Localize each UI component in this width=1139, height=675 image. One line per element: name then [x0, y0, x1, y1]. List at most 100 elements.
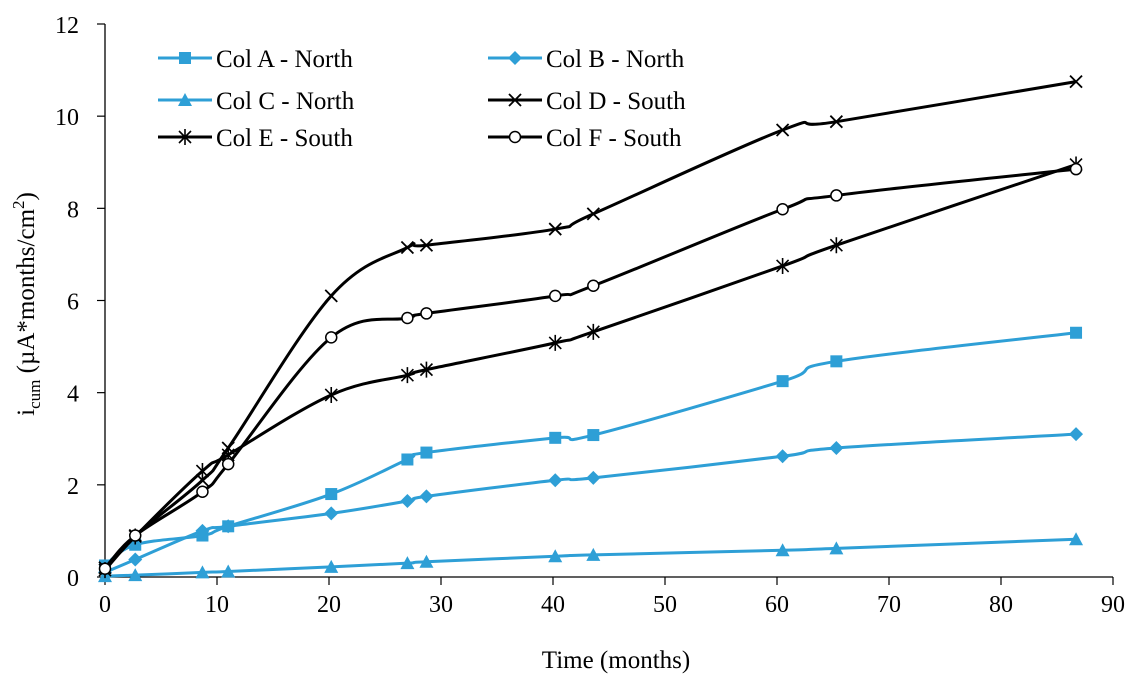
- y-axis-title-sub: cum: [25, 380, 44, 409]
- legend-item: Col A - North: [158, 46, 353, 73]
- legend-label: Col E - South: [216, 125, 353, 152]
- data-point: [324, 386, 338, 403]
- series-line: [104, 537, 1077, 578]
- legend-swatch-marker: [179, 52, 191, 64]
- data-point: [420, 446, 433, 459]
- data-point: [324, 559, 339, 573]
- legend-label: Col D - South: [546, 88, 686, 115]
- data-point: [1069, 162, 1083, 176]
- data-point: [829, 115, 843, 129]
- legend-item: Col E - South: [158, 125, 353, 152]
- data-point: [221, 457, 235, 471]
- x-tick-label: 40: [541, 592, 565, 618]
- data-point: [400, 240, 415, 255]
- data-point: [128, 552, 143, 567]
- data-point: [548, 222, 562, 236]
- legend-label: Col B - North: [546, 46, 685, 73]
- data-point: [548, 549, 563, 563]
- legend-swatch-marker: [508, 93, 522, 107]
- data-point: [196, 485, 209, 498]
- data-point: [829, 541, 844, 555]
- data-point: [830, 189, 843, 202]
- data-point: [98, 562, 112, 575]
- data-point: [324, 331, 338, 344]
- data-point: [400, 493, 415, 508]
- data-point: [587, 279, 600, 293]
- y-axis-title: icum (µA*months/cm2): [9, 192, 44, 416]
- y-axis-title-main: i: [13, 409, 40, 416]
- data-point: [400, 367, 414, 384]
- data-point: [221, 564, 236, 578]
- data-point: [1069, 427, 1084, 442]
- data-point: [1069, 74, 1083, 89]
- series-5: [98, 156, 1083, 579]
- y-ticks: 0 2 4 6 8 10 12: [55, 13, 105, 592]
- series-6: [98, 162, 1083, 575]
- series-line: [104, 432, 1077, 574]
- x-tick-label: 80: [989, 592, 1013, 618]
- y-tick-label: 6: [67, 290, 79, 316]
- data-point: [419, 238, 434, 252]
- data-point: [1069, 532, 1084, 546]
- data-point: [420, 307, 433, 320]
- y-tick-label: 2: [67, 474, 79, 500]
- x-tick-label: 30: [429, 592, 453, 618]
- data-point: [401, 453, 414, 466]
- y-tick-label: 12: [55, 13, 79, 39]
- x-tick-label: 20: [317, 592, 341, 618]
- x-tick-label: 70: [877, 592, 901, 618]
- data-point: [221, 519, 236, 534]
- data-point: [775, 123, 790, 137]
- x-axis-title: Time (months): [542, 647, 690, 674]
- x-tick-label: 10: [205, 592, 229, 618]
- x-ticks: 0 10 20 30 40 50 60 70 80 90: [99, 577, 1125, 618]
- data-point: [419, 361, 434, 378]
- data-point: [195, 523, 210, 538]
- legend-label: Col C - North: [216, 88, 355, 115]
- legend-item: Col C - North: [158, 88, 355, 115]
- data-point: [549, 431, 562, 444]
- series-2: [98, 427, 1084, 580]
- legend-item: Col B - North: [488, 46, 685, 73]
- data-point: [129, 538, 142, 551]
- data-point: [324, 506, 339, 521]
- data-point: [586, 547, 601, 561]
- data-point: [419, 554, 434, 568]
- data-point: [829, 237, 843, 254]
- data-point: [195, 463, 210, 480]
- data-point: [195, 565, 210, 579]
- legend-item: Col F - South: [488, 125, 682, 152]
- y-axis-title-sup: 2: [9, 200, 28, 209]
- series-line: [103, 167, 1077, 570]
- x-tick-label: 0: [99, 592, 111, 618]
- series-line: [103, 163, 1077, 572]
- data-point: [401, 311, 414, 325]
- legend: Col A - North Col B - North Col C - North C…: [158, 46, 686, 152]
- legend-item: Col D - South: [488, 88, 686, 115]
- x-tick-label: 90: [1101, 592, 1125, 618]
- data-point: [586, 207, 600, 221]
- data-point: [586, 323, 600, 340]
- data-point: [776, 257, 790, 274]
- legend-swatch-marker: [508, 130, 522, 144]
- data-point: [400, 556, 415, 570]
- series-line: [104, 331, 1077, 567]
- data-point: [548, 334, 562, 351]
- data-point: [1070, 326, 1083, 339]
- series-1: [99, 326, 1083, 572]
- data-point: [586, 470, 601, 485]
- data-point: [829, 440, 844, 455]
- legend-label: Col F - South: [546, 125, 682, 152]
- x-tick-label: 60: [765, 592, 789, 618]
- data-point: [830, 355, 843, 368]
- legend-swatch-marker: [508, 51, 522, 65]
- data-point: [776, 375, 789, 388]
- y-tick-label: 0: [67, 566, 79, 592]
- series-line: [103, 80, 1077, 569]
- y-tick-label: 4: [67, 382, 79, 408]
- legend-swatch-marker: [178, 93, 192, 106]
- series-3: [98, 532, 1084, 583]
- data-point: [325, 488, 338, 501]
- legend-swatch-marker: [178, 129, 192, 145]
